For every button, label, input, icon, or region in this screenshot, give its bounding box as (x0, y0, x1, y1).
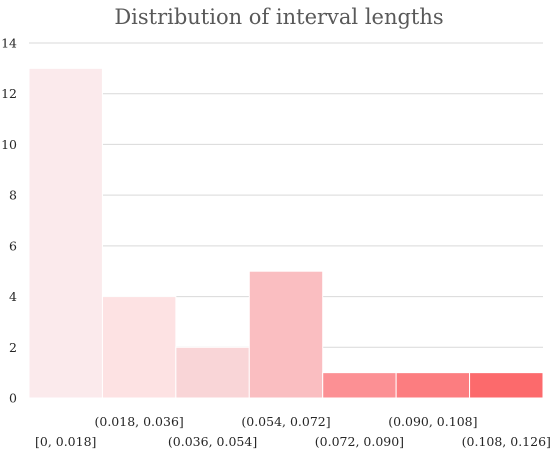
bar (395, 372, 471, 399)
bar (28, 67, 103, 399)
bar (101, 296, 177, 399)
x-category-label: (0.072, 0.090] (315, 434, 404, 449)
y-tick-label: 8 (9, 188, 17, 203)
x-category-label: (0.036, 0.054] (168, 434, 257, 449)
x-category-label: (0.090, 0.108] (388, 414, 477, 429)
x-category-label: [0, 0.018] (35, 434, 96, 449)
y-tick-label: 4 (9, 289, 17, 304)
bar (175, 346, 250, 399)
y-tick-label: 6 (9, 238, 17, 253)
y-tick-label: 14 (1, 36, 17, 51)
y-tick-label: 0 (9, 391, 17, 406)
bar (322, 372, 397, 399)
x-category-label: (0.018, 0.036] (95, 414, 184, 429)
x-category-label: (0.054, 0.072] (241, 414, 330, 429)
bar (469, 372, 544, 399)
y-tick-label: 10 (1, 137, 17, 152)
y-tick-label: 2 (9, 340, 17, 355)
chart-title: Distribution of interval lengths (114, 5, 443, 29)
y-axis-tick-labels: 0 2 4 6 8 10 12 14 (1, 36, 17, 406)
y-tick-label: 12 (1, 86, 17, 101)
bars (28, 67, 544, 399)
x-category-label: (0.108, 0.126] (462, 434, 550, 449)
bar (248, 270, 324, 399)
x-axis-category-labels: [0, 0.018] (0.018, 0.036] (0.036, 0.054] (0… (35, 414, 550, 449)
